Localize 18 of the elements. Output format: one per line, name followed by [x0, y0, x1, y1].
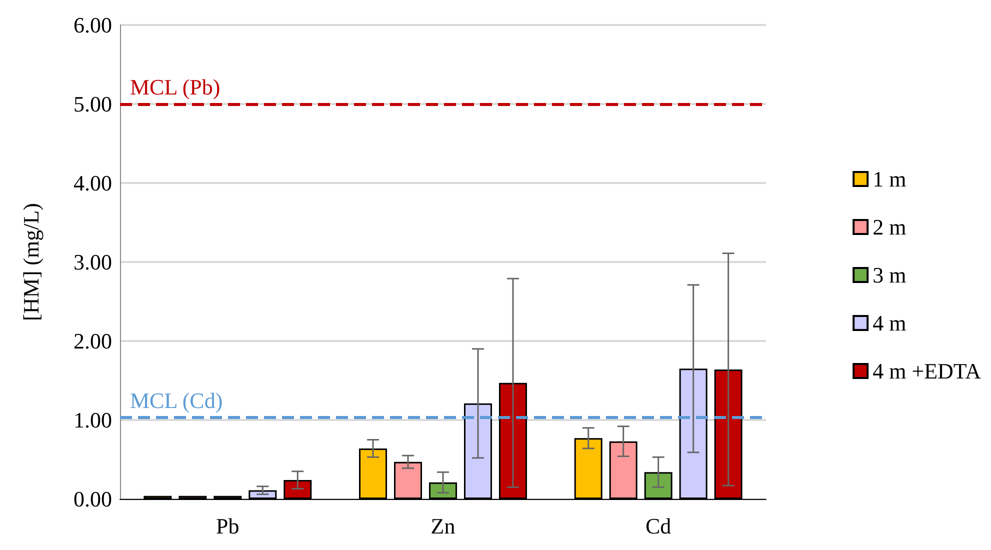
y-tick-label: 5.00 [74, 92, 112, 116]
legend-label: 1 m [872, 166, 906, 192]
legend-label: 4 m [872, 310, 906, 336]
legend-label: 2 m [872, 214, 906, 240]
legend-label: 4 m +EDTA [872, 358, 982, 384]
y-tick-label: 1.00 [74, 408, 112, 432]
x-tick-label: Zn [430, 514, 456, 538]
ref-line-label: MCL (Pb) [130, 74, 220, 100]
legend-label: 3 m [872, 262, 906, 288]
y-tick-label: 2.00 [74, 328, 112, 354]
x-tick-label: Cd [645, 514, 672, 538]
y-tick-label: 4.00 [74, 170, 112, 196]
y-tick-label: 0.00 [74, 486, 112, 512]
y-axis-title: [HM] (mg/L) [18, 203, 44, 321]
y-tick-label: 6.00 [74, 12, 112, 38]
y-tick-label: 3.00 [74, 250, 112, 274]
ref-line-label: MCL (Cd) [130, 388, 223, 414]
x-tick-label: Pb [216, 514, 240, 538]
